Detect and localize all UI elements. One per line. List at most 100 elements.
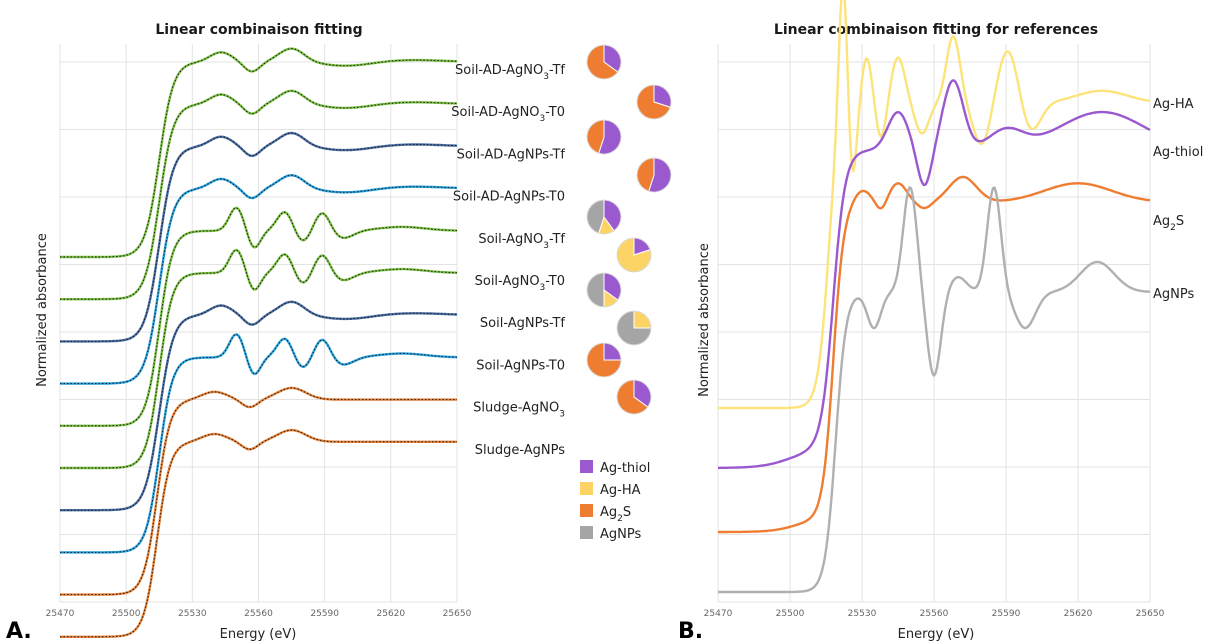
panel-a: Linear combinaison fitting 25470 25500 255… [6,22,672,644]
panel-a-legend-label-main: Ag-HA [600,483,641,498]
panel-a-pie-outline [586,342,622,378]
panel-a-pie [636,84,672,120]
panel-a-data-curve [60,249,458,469]
panel-b-series-label-main: Ag-thiol [1153,145,1203,160]
panel-a-legend-label: Ag-thiol [600,461,650,476]
panel-b-curve [718,0,1151,410]
panel-a-y-axis-label: Normalized absorbance [35,233,50,387]
panel-a-pie [616,237,652,273]
panel-a-fit-curve [60,174,458,385]
panel-a-fit-curve [60,300,458,512]
panel-a-fit-curve [60,47,458,259]
panel-a-legend-swatch [580,504,593,517]
panel-a-pie [616,379,652,415]
panel-a-series-label-main: Soil-AD-AgNO [455,63,543,78]
panel-b-tick-label: 25500 [776,609,805,619]
panel-a-series-label-sub: 3 [559,410,565,420]
panel-b-x-ticks: 25470 25500 25530 25560 25590 25620 25650 [704,609,1165,619]
panel-a-title: Linear combinaison fitting [155,22,362,38]
panel-a-series-label: Soil-AgNO3-T0 [475,274,565,293]
panel-a-pie [586,199,622,235]
panel-a-tick-label: 25500 [112,609,141,619]
panel-a-series-label: Soil-AD-AgNPs-Tf [457,147,566,162]
panel-a-pie-outline [586,199,622,235]
panel-b-series-label: Ag-HA [1153,97,1194,112]
panel-a-x-axis-label: Energy (eV) [220,627,297,642]
panel-a-fit-curve [60,131,458,343]
panel-b-series-label-main: Ag [1153,214,1170,229]
panel-a-series-label-main: Soil-AgNO [475,274,540,289]
panel-a-legend-label-main: Ag-thiol [600,461,650,476]
panel-a-tick-label: 25530 [178,609,207,619]
panel-b-y-axis-label: Normalized absorbance [697,243,712,397]
panel-a-series-label-main: Soil-AD-AgNPs-Tf [457,147,566,162]
panel-a-series-label-tail: -Tf [549,232,565,247]
panel-a-legend-label: AgNPs [600,527,641,542]
panel-b-tick-label: 25620 [1064,609,1093,619]
panel-a-data-curve [60,207,458,427]
panel-b-curve [718,186,1151,594]
panel-a-series-label: Soil-AD-AgNPs-T0 [453,190,565,205]
panel-a-series-label: Soil-AgNO3-Tf [478,232,565,251]
panel-a-series-labels: Soil-AD-AgNO3-TfSoil-AD-AgNO3-T0Soil-AD-… [451,63,565,458]
panel-b-tick-label: 25470 [704,609,733,619]
panel-a-tick-label: 25560 [244,609,273,619]
panel-a-series-label-sub: 3 [543,241,549,251]
panel-a-pie-slice [586,272,605,308]
panel-b-tick-label: 25590 [992,609,1021,619]
panel-a-pie [616,310,652,346]
panel-a-series-label-main: Sludge-AgNPs [475,443,565,458]
panel-a-series-label-sub: 3 [543,72,549,82]
panel-a-series-label: Soil-AgNPs-T0 [476,358,565,373]
panel-b-tick-label: 25530 [848,609,877,619]
panel-a-series-label: Sludge-AgNO3 [473,401,565,420]
panel-a-x-ticks: 25470 25500 25530 25560 25590 25620 25650 [46,609,472,619]
panel-a-pie [586,119,622,155]
panel-b-series-label: Ag-thiol [1153,145,1203,160]
panel-a-series-label-tail: -T0 [545,274,565,289]
panel-a-legend-swatch [580,460,593,473]
panel-a-data-curve [60,333,458,553]
panel-a-legend: Ag-thiol Ag-HA Ag2S AgNPs [580,460,650,542]
panel-a-series-label: Sludge-AgNPs [475,443,565,458]
panel-b-tick-label: 25650 [1136,609,1165,619]
panel-b-series-label-sub: 2 [1170,223,1176,233]
panel-a-legend-label-main: Ag [600,505,617,520]
panel-a-pie [586,44,622,80]
panel-b: Linear combinaison fitting for reference… [678,0,1203,644]
panel-b-grid [717,44,1151,603]
panel-a-series-label-sub: 3 [540,114,546,124]
panel-b-curve [718,79,1151,470]
panel-b-tick-label: 25560 [920,609,949,619]
panel-a-series-label-main: Soil-AgNPs-T0 [476,358,565,373]
panel-b-x-axis-label: Energy (eV) [898,627,975,642]
panel-b-series-labels: Ag-HA Ag-thiol Ag2S AgNPs [1153,97,1203,302]
panel-a-series-label: Soil-AD-AgNO3-T0 [451,105,565,124]
panel-a-tick-label: 25620 [377,609,406,619]
panel-a-pie-outline [586,119,622,155]
panel-a-pie-outline [616,379,652,415]
panel-a-series-label: Soil-AD-AgNO3-Tf [455,63,565,82]
panel-a-series-label-main: Sludge-AgNO [473,401,559,416]
panel-a-pie-charts [586,44,672,415]
panel-a-pie-outline [586,272,622,308]
panel-b-series-label: AgNPs [1153,287,1194,302]
panel-a-pie-outline [616,237,652,273]
panel-b-letter: B. [678,619,703,644]
panel-a-legend-label-sub: 2 [617,514,623,524]
panel-a-series-label-tail: -Tf [549,63,565,78]
panel-a-series-label-tail: -T0 [545,105,565,120]
panel-a-pie-outline [586,44,622,80]
panel-a-pie [636,157,672,193]
panel-a-legend-label: Ag-HA [600,483,641,498]
panel-a-tick-label: 25590 [310,609,339,619]
panel-b-curve [718,175,1151,534]
panel-a-series-label-main: Soil-AD-AgNPs-T0 [453,190,565,205]
panel-b-title: Linear combinaison fitting for reference… [774,22,1098,38]
panel-a-tick-label: 25470 [46,609,75,619]
panel-a-legend-swatch [580,526,593,539]
panel-a-letter: A. [6,619,32,644]
panel-a-pie-outline [636,157,672,193]
panel-a-pie [586,342,622,378]
